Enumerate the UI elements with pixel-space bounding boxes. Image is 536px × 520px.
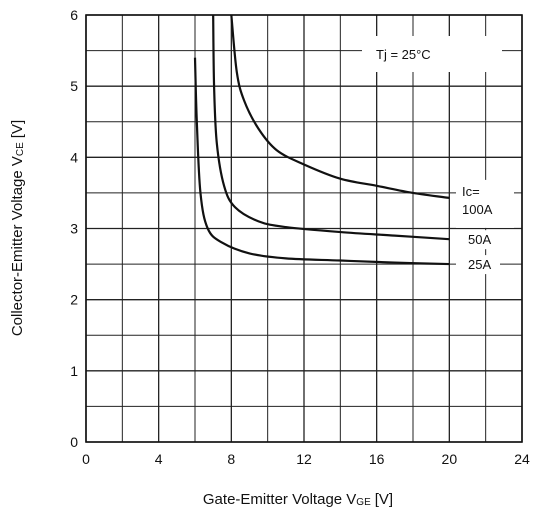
y-tick-label: 1 <box>70 363 78 379</box>
annotation-box: Tj = 25°C <box>362 36 502 72</box>
x-tick-label: 16 <box>369 451 385 467</box>
y-axis-title: Collector-Emitter Voltage VCE[V] <box>9 120 26 336</box>
plot-frame <box>85 14 523 443</box>
series-label-background <box>456 230 500 250</box>
annotation-text: Tj = 25°C <box>376 47 431 62</box>
series-label: 50A <box>468 232 491 247</box>
x-tick-label: 4 <box>155 451 163 467</box>
y-tick-label: 6 <box>70 7 78 23</box>
series-label-background <box>456 179 514 228</box>
series-line <box>230 14 450 199</box>
x-tick-label: 20 <box>442 451 458 467</box>
y-tick-label: 2 <box>70 292 78 308</box>
x-tick-label: 24 <box>514 451 530 467</box>
series-line-group <box>212 14 450 241</box>
series-labels: Ic= 100A 50A 25A <box>456 179 514 275</box>
series-line-group <box>230 14 450 199</box>
series-label-header: Ic= <box>462 184 480 199</box>
y-tick-label: 4 <box>70 149 78 165</box>
series-label: 100A <box>462 202 493 217</box>
series-label: 25A <box>468 257 491 272</box>
annotation-background <box>362 36 502 72</box>
y-tick-label: 5 <box>70 78 78 94</box>
x-tick-label: 0 <box>82 451 90 467</box>
x-axis-title: Gate-Emitter Voltage VGE [V] <box>203 491 393 508</box>
x-tick-label: 12 <box>296 451 312 467</box>
series-group <box>193 14 450 266</box>
x-tick-label: 8 <box>227 451 235 467</box>
grid <box>85 14 523 443</box>
series-line <box>212 14 450 241</box>
series-line-group <box>193 57 450 266</box>
series-line <box>193 57 450 266</box>
y-tick-label: 3 <box>70 221 78 237</box>
y-tick-label: 0 <box>70 434 78 450</box>
series-label-background <box>456 255 500 275</box>
